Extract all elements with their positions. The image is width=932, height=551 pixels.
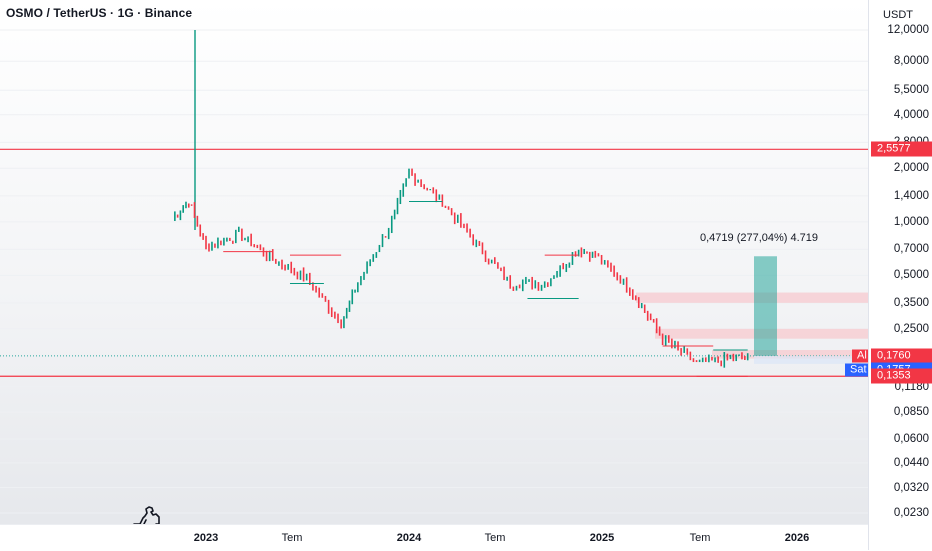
resistance-price-tag: 2,5577 (871, 141, 932, 157)
sell-zone-rect (754, 355, 861, 364)
price-tick-label: 0,0320 (893, 481, 929, 494)
price-tick-label: 4,0000 (893, 108, 929, 121)
price-axis[interactable]: USDT 12,00008,00005,50004,00002,80002,00… (868, 0, 932, 550)
price-tick-label: 1,0000 (893, 215, 929, 228)
sell-button[interactable]: Sat (845, 363, 868, 377)
measure-rectangle (754, 256, 777, 356)
price-tick-label: 0,0850 (893, 406, 929, 419)
buy-price-tag: 0,1760 (871, 348, 932, 364)
price-tick-label: 0,0230 (893, 507, 929, 519)
price-tick-label: 0,7000 (893, 243, 929, 256)
time-tick-label: Tem (281, 532, 303, 544)
time-tick-label: 2025 (589, 532, 615, 544)
time-tick-label: 2024 (396, 532, 422, 544)
price-tick-label: 0,2500 (893, 322, 929, 335)
price-tick-label: 12,0000 (887, 24, 929, 36)
tradingview-dino-icon[interactable] (132, 505, 162, 524)
price-tick-label: 1,4000 (893, 189, 929, 202)
support-price-tag: 0,1353 (871, 368, 932, 384)
price-tick-label: 0,0440 (893, 456, 929, 469)
price-zone (636, 292, 868, 303)
price-tick-label: 0,5000 (893, 269, 929, 282)
price-zone (712, 350, 868, 359)
price-tick-label: 5,5000 (893, 84, 929, 97)
price-chart[interactable] (0, 0, 868, 524)
price-tick-label: 0,3500 (893, 296, 929, 309)
measure-label: 0,4719 (277,04%) 4.719 (700, 232, 819, 245)
price-tick-label: 0,0600 (893, 432, 929, 445)
time-tick-label: 2023 (193, 532, 219, 544)
time-tick-label: Tem (689, 532, 711, 544)
currency-label[interactable]: USDT (883, 9, 913, 21)
symbol-title[interactable]: OSMO / TetherUS · 1G · Binance (6, 6, 193, 20)
time-tick-label: Tem (484, 532, 506, 544)
time-tick-label: 2026 (784, 532, 810, 544)
price-tick-label: 8,0000 (893, 55, 929, 68)
price-tick-label: 2,0000 (893, 162, 929, 175)
chart-area[interactable]: OSMO / TetherUS · 1G · Binance 0,4719 (2… (0, 0, 868, 524)
time-axis[interactable]: 2023 Tem 2024 Tem 2025 Tem 2026 (0, 524, 868, 551)
price-tick-label: 0,1180 (894, 380, 929, 393)
buy-button[interactable]: Al (852, 349, 868, 363)
